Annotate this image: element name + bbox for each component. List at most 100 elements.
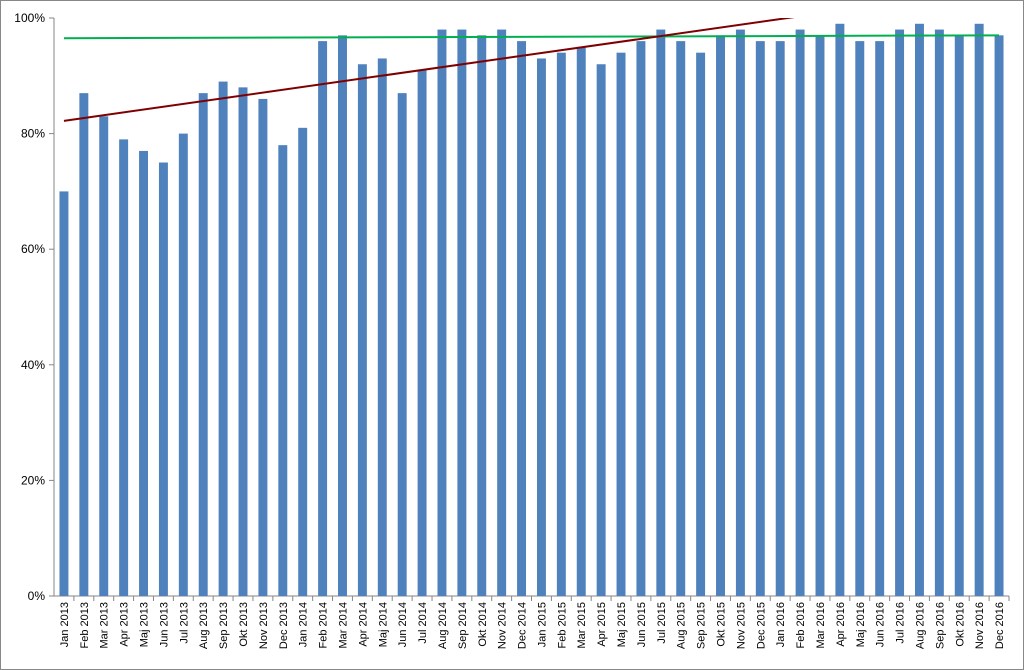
x-tick-label: Jun 2015 <box>636 602 648 647</box>
axes <box>53 18 1009 597</box>
x-tick-label: Aug 2014 <box>437 602 449 649</box>
x-tick-label: Jan 2016 <box>775 602 787 647</box>
x-tick-label: Okt 2015 <box>716 602 728 647</box>
x-tick-label: Apr 2013 <box>119 602 131 647</box>
bar <box>875 41 885 597</box>
bar <box>517 41 527 597</box>
bar <box>278 145 288 596</box>
x-tick-label: Feb 2014 <box>318 602 330 648</box>
x-tick-label: Aug 2013 <box>198 602 210 649</box>
x-tick-label: Feb 2015 <box>556 602 568 648</box>
x-tick-label: Sep 2014 <box>457 602 469 649</box>
bar <box>158 162 168 596</box>
bar <box>835 23 845 596</box>
bar <box>994 35 1004 596</box>
x-tick-label: Jul 2013 <box>178 602 190 644</box>
bar <box>914 23 924 596</box>
bar <box>477 35 487 596</box>
x-tick-label: Jul 2016 <box>895 602 907 644</box>
bar <box>218 81 228 596</box>
y-tick-label: 60% <box>21 242 45 256</box>
bar <box>616 52 626 597</box>
bar <box>298 127 308 596</box>
bar <box>974 23 984 596</box>
y-tick-label: 80% <box>21 127 45 141</box>
bar <box>676 41 686 597</box>
bar <box>357 64 367 597</box>
bar <box>696 52 706 597</box>
bar <box>735 29 745 597</box>
x-tick-label: Apr 2014 <box>357 602 369 647</box>
bar <box>417 70 427 596</box>
bar <box>457 29 467 597</box>
x-tick-label: Okt 2014 <box>477 602 489 647</box>
x-tick-label: Nov 2014 <box>497 602 509 649</box>
overlay-lines <box>63 18 1000 122</box>
bar <box>815 35 825 596</box>
bar <box>934 29 944 597</box>
bar <box>556 52 566 597</box>
x-tick-label: Okt 2016 <box>954 602 966 647</box>
y-axis-ticks: 0% 20% 40% 60% 80% 100% <box>14 11 54 603</box>
y-tick-label: 100% <box>14 11 45 25</box>
bar <box>258 98 268 597</box>
x-tick-label: Jul 2015 <box>656 602 668 644</box>
bar <box>59 191 69 596</box>
x-tick-label: Jun 2016 <box>875 602 887 647</box>
x-tick-label: Nov 2016 <box>974 602 986 649</box>
bar <box>855 41 865 597</box>
bar <box>716 35 725 596</box>
y-tick-label: 20% <box>21 473 45 487</box>
trend-line <box>63 18 795 122</box>
bar <box>397 93 407 596</box>
x-tick-label: Maj 2015 <box>616 602 628 647</box>
bar <box>775 41 785 597</box>
x-tick-label: Mar 2015 <box>576 602 588 648</box>
bar <box>656 29 666 597</box>
bar <box>954 35 964 596</box>
bar <box>895 29 905 597</box>
bar <box>198 93 208 596</box>
x-tick-label: Sep 2013 <box>218 602 230 649</box>
bar <box>755 41 765 597</box>
bars <box>59 23 1004 597</box>
bar <box>636 41 646 597</box>
x-tick-label: Mar 2016 <box>815 602 827 648</box>
x-tick-label: Apr 2015 <box>596 602 608 647</box>
bar <box>139 150 149 596</box>
bar <box>338 35 347 596</box>
bar <box>795 29 805 597</box>
x-tick-label: Aug 2015 <box>676 602 688 649</box>
bar <box>576 46 586 596</box>
x-tick-label: Jan 2015 <box>536 602 548 647</box>
bar <box>178 133 188 596</box>
bar <box>377 58 387 596</box>
bar <box>119 139 129 596</box>
bar <box>536 58 546 596</box>
x-tick-label: Jun 2013 <box>158 602 170 647</box>
y-tick-label: 40% <box>21 358 45 372</box>
bar <box>596 64 606 597</box>
reference-line <box>63 34 1000 40</box>
x-tick-label: Mar 2013 <box>99 602 111 648</box>
x-tick-label: Jan 2013 <box>59 602 71 647</box>
x-tick-label: Nov 2013 <box>258 602 270 649</box>
x-tick-label: Jul 2014 <box>417 602 429 644</box>
x-tick-label: Dec 2016 <box>994 602 1006 649</box>
x-tick-label: Maj 2016 <box>855 602 867 647</box>
bar <box>497 29 507 597</box>
x-tick-label: Nov 2015 <box>735 602 747 649</box>
x-tick-label: Maj 2013 <box>139 602 151 647</box>
bar <box>437 29 447 597</box>
y-tick-label: 0% <box>28 589 46 603</box>
x-tick-label: Feb 2016 <box>795 602 807 648</box>
bar <box>79 93 89 596</box>
x-tick-label: Jun 2014 <box>397 602 409 647</box>
x-tick-label: Feb 2013 <box>79 602 91 648</box>
x-tick-label: Mar 2014 <box>337 602 349 648</box>
x-tick-label: Okt 2013 <box>238 602 250 647</box>
x-tick-label: Dec 2015 <box>755 602 767 649</box>
x-axis-ticks: Jan 2013 Feb 2013 Mar 2013 Apr 2013 Maj 2013… <box>59 596 1010 649</box>
x-tick-label: Sep 2016 <box>934 602 946 649</box>
